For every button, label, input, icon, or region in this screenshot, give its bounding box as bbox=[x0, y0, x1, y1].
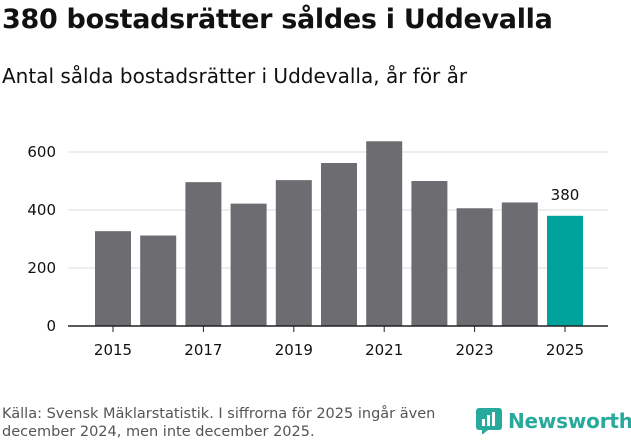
x-tick-label-2023: 2023 bbox=[456, 341, 494, 359]
bar-2021 bbox=[366, 141, 403, 326]
bar-2017 bbox=[185, 182, 222, 326]
bar-2019 bbox=[275, 180, 312, 326]
x-tick-label-2021: 2021 bbox=[365, 341, 403, 359]
bar-chart: 380 0 200 400 600 2015 2017 2019 2021 2023 2025 bbox=[27, 141, 608, 359]
y-tick-label: 200 bbox=[27, 259, 56, 277]
bar-2023 bbox=[456, 208, 493, 326]
brand-name: Newsworthy bbox=[508, 409, 631, 433]
bar-2024 bbox=[501, 202, 538, 326]
x-tick-label-2019: 2019 bbox=[275, 341, 313, 359]
bar-2015 bbox=[95, 231, 131, 326]
bar-2018 bbox=[230, 203, 267, 326]
y-tick-label: 400 bbox=[27, 201, 56, 219]
bars: 380 bbox=[95, 141, 583, 326]
data-label-2025: 380 bbox=[551, 186, 580, 204]
x-tick-label-2015: 2015 bbox=[94, 341, 132, 359]
bar-2016 bbox=[140, 235, 177, 326]
bar-2022 bbox=[411, 181, 448, 326]
axes: 0 200 400 600 2015 2017 2019 2021 2023 2025 bbox=[27, 143, 608, 359]
x-tick-label-2025: 2025 bbox=[546, 341, 584, 359]
x-tick-label-2017: 2017 bbox=[184, 341, 222, 359]
chart-subtitle: Antal sålda bostadsrätter i Uddevalla, å… bbox=[2, 64, 468, 88]
y-tick-label: 0 bbox=[46, 317, 56, 335]
y-tick-label: 600 bbox=[27, 143, 56, 161]
bar-2025 bbox=[547, 215, 583, 326]
chart-title: 380 bostadsrätter såldes i Uddevalla bbox=[2, 4, 553, 35]
source-note: Källa: Svensk Mäklarstatistik. I siffror… bbox=[2, 406, 436, 440]
brand-logo: Newsworthy bbox=[476, 408, 631, 434]
bar-2020 bbox=[321, 163, 357, 326]
newsworthy-logo-icon bbox=[476, 408, 502, 434]
